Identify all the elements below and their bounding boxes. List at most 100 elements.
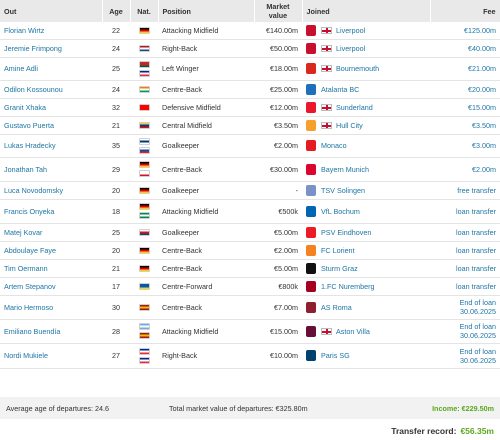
club-crest-icon[interactable] [306, 119, 316, 131]
joined-club-cell[interactable]: Liverpool [302, 39, 430, 58]
table-row[interactable]: Amine Adli 25 Left Winger €18.00m Bournemout… [0, 57, 500, 81]
player-name-link[interactable]: Lukas Hradecky [0, 134, 102, 158]
club-name-link[interactable]: Liverpool [336, 25, 366, 35]
club-name-link[interactable]: Sturm Graz [321, 263, 358, 273]
table-row[interactable]: Artem Stepanov 17 Centre-Forward €800k 1.FC … [0, 277, 500, 296]
club-crest-icon[interactable] [306, 184, 316, 196]
club-crest-icon[interactable] [306, 301, 316, 313]
club-crest-icon[interactable] [306, 63, 316, 74]
player-name-link[interactable]: Gustavo Puerta [0, 116, 102, 135]
transfer-fee[interactable]: loan transfer [430, 241, 500, 260]
table-row[interactable]: Matej Kovar 25 Goalkeeper €5.00m PSV Eindhov… [0, 223, 500, 242]
transfer-fee[interactable]: End of loan 30.06.2025 [430, 343, 500, 369]
table-row[interactable]: Tim Oermann 21 Centre-Back €5.00m Sturm Graz… [0, 259, 500, 278]
club-name-link[interactable]: Monaco [321, 141, 347, 150]
transfer-fee[interactable]: free transfer [430, 181, 500, 200]
club-name-link[interactable]: Liverpool [336, 43, 366, 53]
table-row[interactable]: Mario Hermoso 30 Centre-Back €7.00m AS Roma E… [0, 295, 500, 320]
table-row[interactable]: Emiliano Buendía 28 Attacking Midfield €15.… [0, 319, 500, 344]
club-name-link[interactable]: Atalanta BC [321, 84, 360, 94]
player-name-link[interactable]: Mario Hermoso [0, 295, 102, 320]
club-name-link[interactable]: Aston Villa [336, 326, 370, 336]
table-row[interactable]: Granit Xhaka 32 Defensive Midfield €12.00m S… [0, 98, 500, 117]
table-row[interactable]: Jonathan Tah 29 Centre-Back €30.00m Bayern M… [0, 157, 500, 182]
joined-club-cell[interactable]: TSV Solingen [302, 181, 430, 200]
club-name-link[interactable]: FC Lorient [321, 245, 355, 255]
player-name-link[interactable]: Emiliano Buendía [0, 319, 102, 344]
column-header-age[interactable]: Age [102, 0, 131, 22]
joined-club-cell[interactable]: 1.FC Nuremberg [302, 277, 430, 296]
transfer-fee[interactable]: €15.00m [430, 98, 500, 117]
club-name-link[interactable]: PSV Eindhoven [321, 227, 372, 237]
table-row[interactable]: Abdoulaye Faye 20 Centre-Back €2.00m FC Lori… [0, 241, 500, 260]
transfer-fee[interactable]: End of loan 30.06.2025 [430, 319, 500, 344]
club-crest-icon[interactable] [306, 244, 316, 256]
club-name-link[interactable]: AS Roma [321, 302, 352, 312]
player-name-link[interactable]: Granit Xhaka [0, 98, 102, 117]
transfer-fee[interactable]: €2.00m [430, 157, 500, 182]
player-name-link[interactable]: Jeremie Frimpong [0, 39, 102, 58]
club-name-link[interactable]: 1.FC Nuremberg [321, 281, 375, 291]
table-row[interactable]: Nordi Mukiele 27 Right-Back €10.00m Paris SG… [0, 343, 500, 369]
club-name-link[interactable]: TSV Solingen [321, 185, 365, 195]
column-header-joined[interactable]: Joined [302, 0, 431, 22]
column-header-market-value[interactable]: Market value [254, 0, 303, 22]
transfer-fee[interactable]: loan transfer [430, 277, 500, 296]
table-row[interactable]: Odilon Kossounou 24 Centre-Back €25.00m Atal… [0, 80, 500, 99]
player-name-link[interactable]: Nordi Mukiele [0, 343, 102, 369]
joined-club-cell[interactable]: Liverpool [302, 22, 430, 40]
club-name-link[interactable]: Hull City [336, 120, 363, 130]
club-crest-icon[interactable] [306, 205, 316, 217]
transfer-fee[interactable]: loan transfer [430, 223, 500, 242]
column-header-out[interactable]: Out [0, 0, 103, 22]
player-name-link[interactable]: Abdoulaye Faye [0, 241, 102, 260]
player-name-link[interactable]: Francis Onyeka [0, 199, 102, 224]
player-name-link[interactable]: Tim Oermann [0, 259, 102, 278]
joined-club-cell[interactable]: Atalanta BC [302, 80, 430, 99]
transfer-fee[interactable]: €20.00m [430, 80, 500, 99]
transfer-fee[interactable]: End of loan 30.06.2025 [430, 295, 500, 320]
player-name-link[interactable]: Jonathan Tah [0, 157, 102, 182]
club-crest-icon[interactable] [306, 350, 316, 361]
transfer-fee[interactable]: €3.00m [430, 134, 500, 158]
transfer-fee[interactable]: €3.50m [430, 116, 500, 135]
club-name-link[interactable]: VfL Bochum [321, 206, 360, 216]
joined-club-cell[interactable]: Bournemouth [302, 57, 430, 81]
table-row[interactable]: Jeremie Frimpong 24 Right-Back €50.00m Liver… [0, 39, 500, 58]
transfer-fee[interactable]: loan transfer [430, 199, 500, 224]
player-name-link[interactable]: Artem Stepanov [0, 277, 102, 296]
club-name-link[interactable]: Paris SG [321, 351, 350, 360]
joined-club-cell[interactable]: Monaco [302, 134, 430, 158]
table-row[interactable]: Lukas Hradecky 35 Goalkeeper €2.00m Monaco €3… [0, 134, 500, 158]
club-crest-icon[interactable] [306, 140, 316, 151]
table-row[interactable]: Gustavo Puerta 21 Central Midfield €3.50m Hu… [0, 116, 500, 135]
club-name-link[interactable]: Sunderland [336, 102, 373, 112]
joined-club-cell[interactable]: Aston Villa [302, 319, 430, 344]
club-crest-icon[interactable] [306, 262, 316, 274]
club-crest-icon[interactable] [306, 83, 316, 95]
player-name-link[interactable]: Florian Wirtz [0, 22, 102, 40]
transfer-fee[interactable]: €21.00m [430, 57, 500, 81]
player-name-link[interactable]: Luca Novodomsky [0, 181, 102, 200]
joined-club-cell[interactable]: Hull City [302, 116, 430, 135]
club-name-link[interactable]: Bournemouth [336, 64, 380, 73]
transfer-fee[interactable]: €125.00m [430, 22, 500, 40]
club-crest-icon[interactable] [306, 163, 316, 175]
club-crest-icon[interactable] [306, 101, 316, 113]
table-row[interactable]: Francis Onyeka 18 Attacking Midfield €500k V… [0, 199, 500, 224]
transfer-fee[interactable]: €40.00m [430, 39, 500, 58]
club-crest-icon[interactable] [306, 24, 316, 36]
club-crest-icon[interactable] [306, 325, 316, 337]
column-header-position[interactable]: Position [158, 0, 255, 22]
joined-club-cell[interactable]: PSV Eindhoven [302, 223, 430, 242]
club-name-link[interactable]: Bayern Munich [321, 164, 369, 174]
joined-club-cell[interactable]: AS Roma [302, 295, 430, 320]
player-name-link[interactable]: Matej Kovar [0, 223, 102, 242]
club-crest-icon[interactable] [306, 280, 316, 292]
joined-club-cell[interactable]: Sunderland [302, 98, 430, 117]
club-crest-icon[interactable] [306, 226, 316, 238]
player-name-link[interactable]: Amine Adli [0, 57, 102, 81]
club-crest-icon[interactable] [306, 42, 316, 54]
joined-club-cell[interactable]: VfL Bochum [302, 199, 430, 224]
joined-club-cell[interactable]: Paris SG [302, 343, 430, 369]
